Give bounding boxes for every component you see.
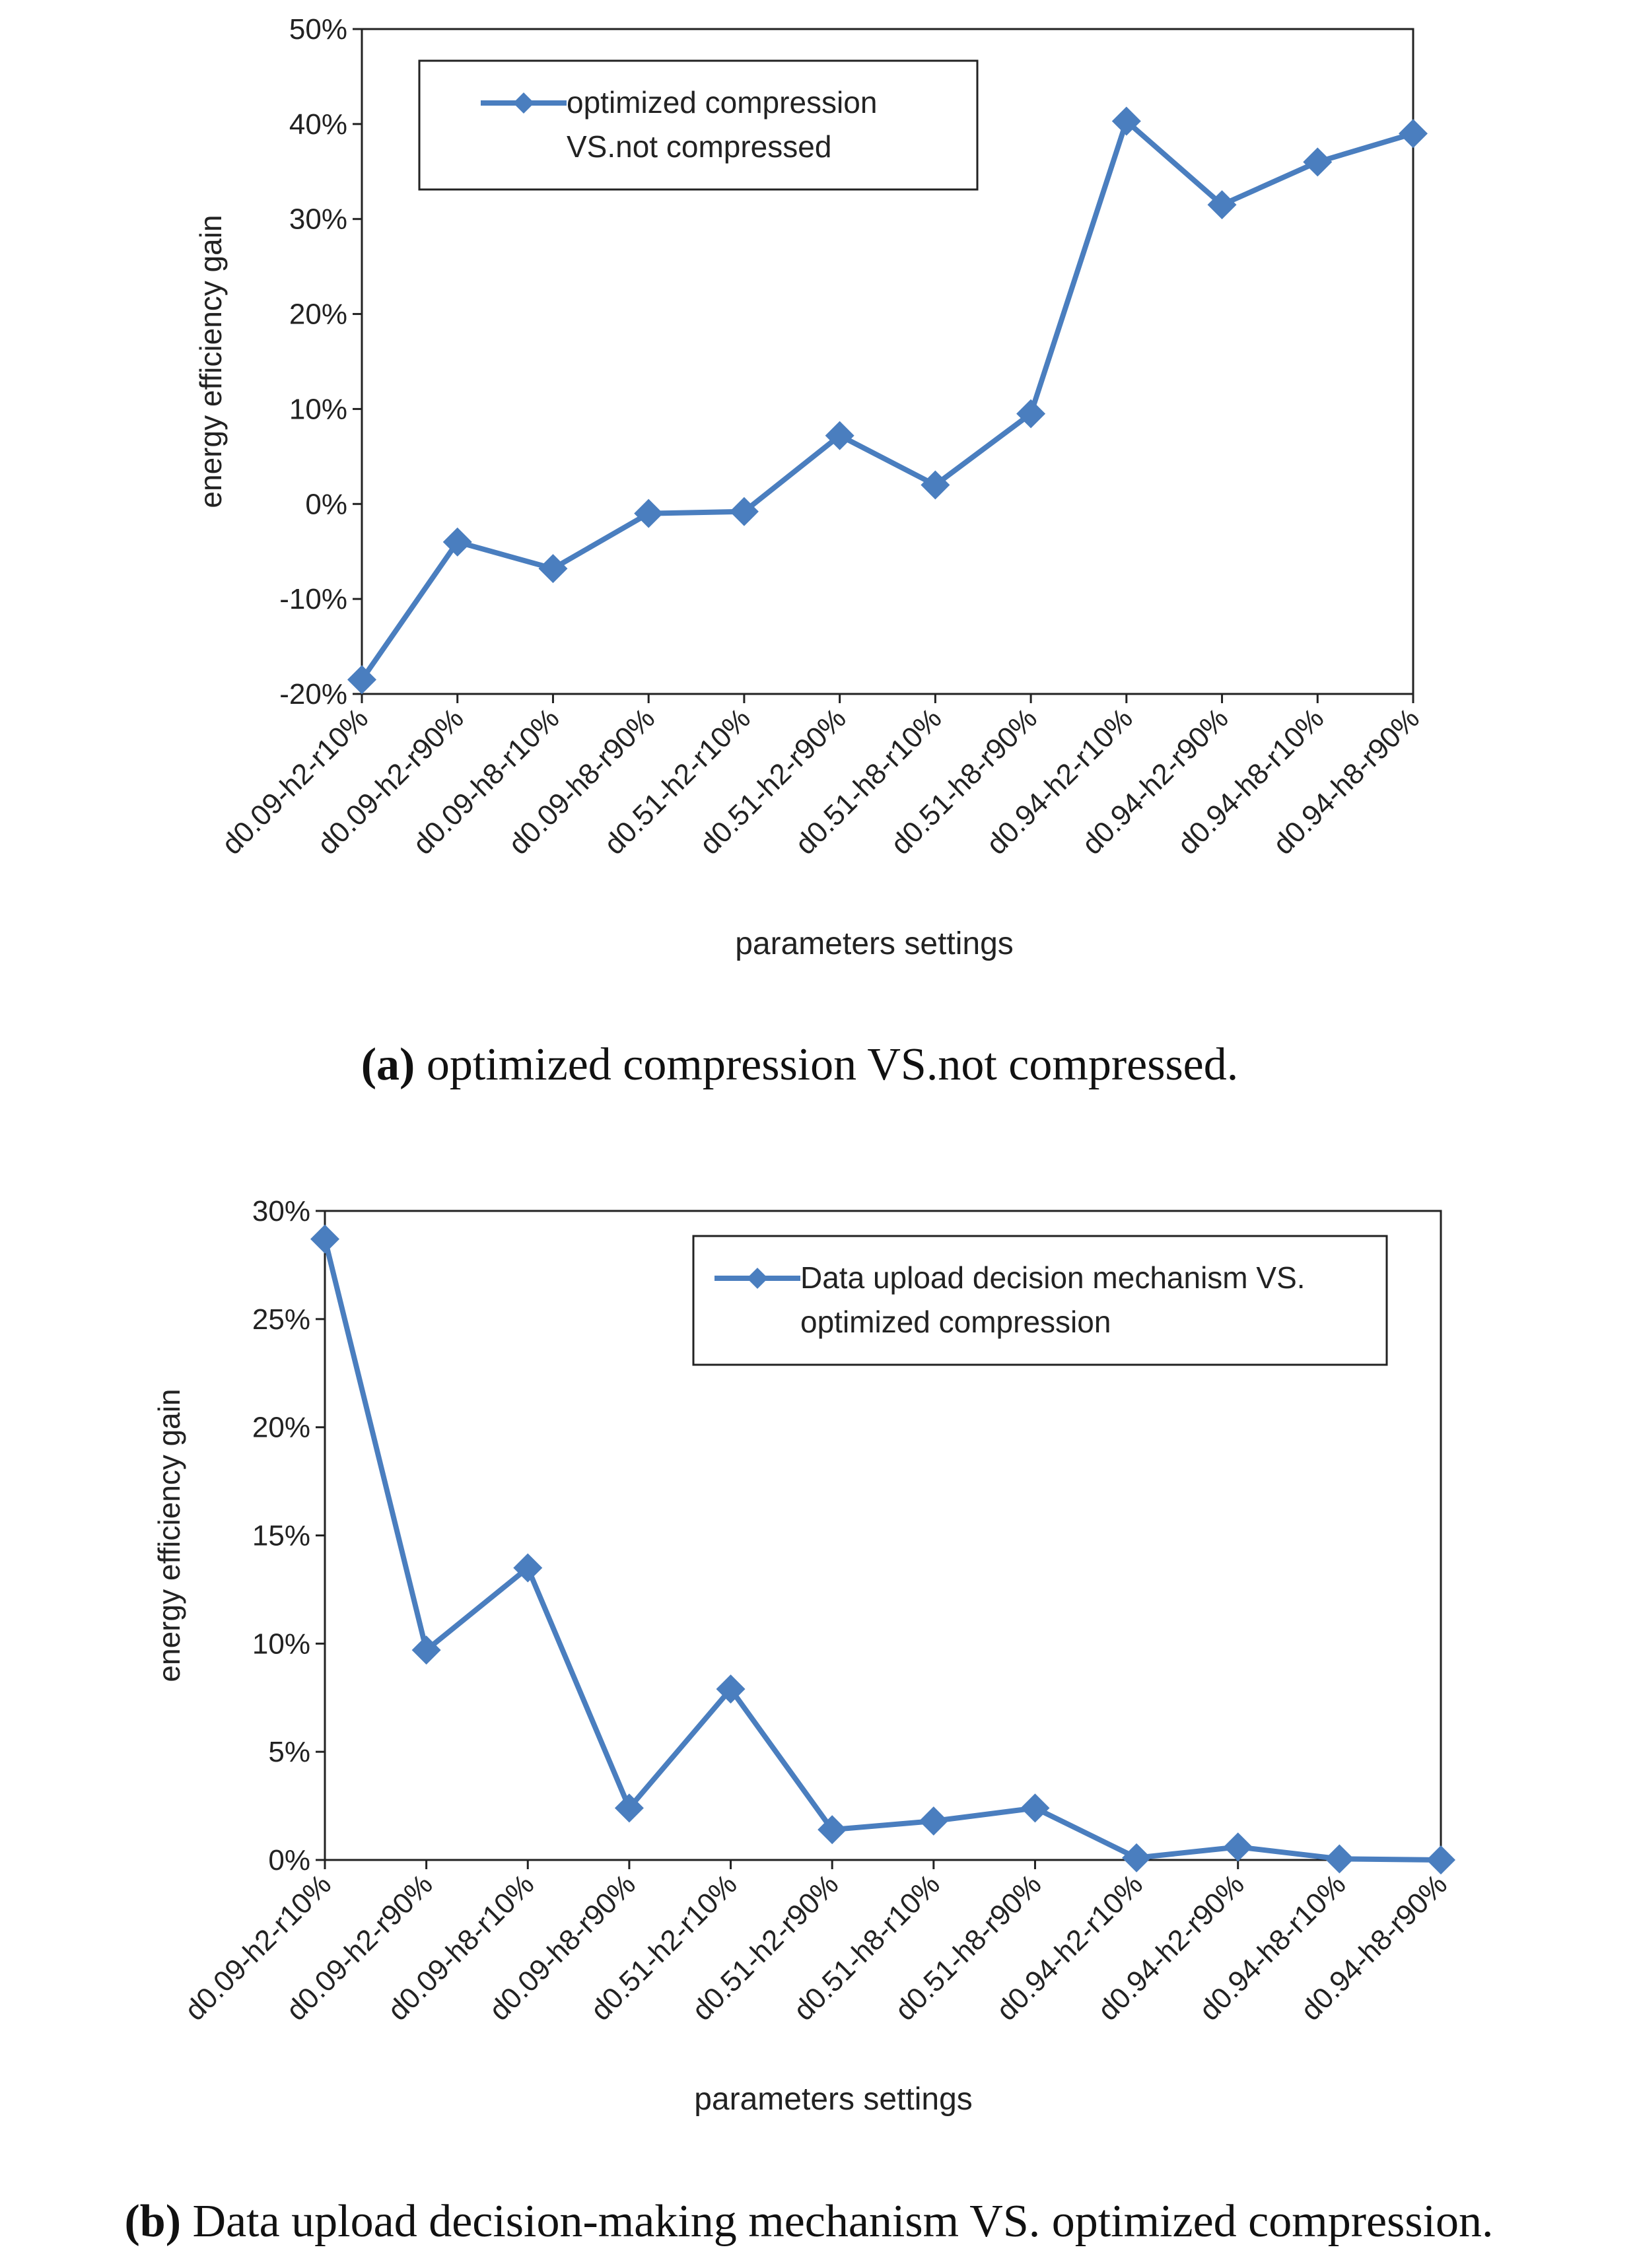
plot-frame xyxy=(361,28,1414,695)
data-point xyxy=(921,470,950,500)
y-tick-label: 30% xyxy=(289,203,347,236)
caption-b: (b) Data upload decision-making mechanis… xyxy=(124,2196,1493,2247)
series-line xyxy=(359,118,1414,681)
caption-text: Data upload decision-making mechanism VS… xyxy=(181,2196,1493,2247)
series xyxy=(310,1224,1455,1874)
legend: Data upload decision mechanism VS. optim… xyxy=(692,1235,1388,1366)
data-point xyxy=(1426,1845,1455,1874)
y-axis-label: energy efficiency gain xyxy=(152,1389,186,1682)
chart-a: -20% -10% 0% 10% 20% 30% 40% 50% d0.09-h2-r10%d… xyxy=(193,13,1428,1090)
data-point xyxy=(1122,1843,1152,1873)
data-point xyxy=(1325,1844,1354,1874)
y-tick-label: 30% xyxy=(252,1195,310,1227)
data-point xyxy=(1111,106,1141,136)
caption-tag: (b) xyxy=(124,2196,181,2247)
y-tick-label: 20% xyxy=(289,298,347,331)
data-point xyxy=(442,527,472,557)
chart-b: 0% 5% 10% 15% 20% 25% 30% d0.09-h2-r10%d0.09-h… xyxy=(124,1195,1493,2247)
data-point xyxy=(614,1793,644,1823)
legend-box xyxy=(418,59,979,191)
y-tick-label: 0% xyxy=(305,488,347,520)
data-point xyxy=(538,554,568,584)
legend-label-line1: Data upload decision mechanism VS. xyxy=(800,1260,1306,1295)
data-point xyxy=(1303,147,1333,177)
x-axis-label: parameters settings xyxy=(735,926,1014,961)
legend-box xyxy=(692,1235,1388,1366)
y-tick-label: 25% xyxy=(252,1303,310,1336)
legend-label-line1: optimized compression xyxy=(567,85,877,120)
data-point xyxy=(1399,119,1428,149)
caption-text: optimized compression VS.not compressed. xyxy=(415,1039,1238,1090)
caption-tag: (a) xyxy=(361,1039,415,1090)
series-line xyxy=(322,1238,1442,1863)
legend-label-line2: optimized compression xyxy=(800,1305,1111,1339)
legend-label-line2: VS.not compressed xyxy=(567,129,831,164)
data-point xyxy=(1207,190,1237,220)
data-point xyxy=(818,1815,847,1845)
series xyxy=(347,106,1428,695)
data-point xyxy=(1016,399,1046,429)
x-axis: d0.09-h2-r10%d0.09-h2-r90%d0.09-h8-r10%d… xyxy=(179,1860,1453,2027)
data-point xyxy=(347,665,376,695)
y-tick-label: -10% xyxy=(279,583,347,615)
y-tick-label: 5% xyxy=(268,1736,310,1768)
data-point xyxy=(716,1674,746,1704)
data-point xyxy=(513,1553,543,1583)
y-tick-label: -20% xyxy=(279,678,347,710)
y-axis-label: energy efficiency gain xyxy=(193,215,228,508)
data-point xyxy=(825,421,854,450)
legend-marker xyxy=(513,92,534,114)
y-tick-label: 10% xyxy=(289,393,347,425)
data-point xyxy=(310,1224,339,1254)
y-tick-label: 15% xyxy=(252,1520,310,1552)
x-axis: d0.09-h2-r10%d0.09-h2-r90%d0.09-h8-r10%d… xyxy=(216,694,1426,861)
legend: optimized compression VS.not compressed xyxy=(418,59,979,191)
data-point xyxy=(411,1635,441,1665)
data-point xyxy=(919,1806,948,1836)
data-point xyxy=(1223,1832,1253,1862)
y-axis: -20% -10% 0% 10% 20% 30% 40% 50% xyxy=(279,13,362,710)
data-point xyxy=(729,497,759,526)
x-axis-label: parameters settings xyxy=(694,2082,973,2117)
y-tick-label: 20% xyxy=(252,1412,310,1444)
data-point xyxy=(1020,1793,1050,1823)
y-axis: 0% 5% 10% 15% 20% 25% 30% xyxy=(252,1195,325,1876)
y-tick-label: 0% xyxy=(268,1844,310,1876)
y-tick-label: 40% xyxy=(289,108,347,141)
caption-a: (a) optimized compression VS.not compres… xyxy=(361,1039,1239,1090)
data-point xyxy=(634,498,664,528)
legend-marker xyxy=(747,1268,768,1289)
y-tick-label: 50% xyxy=(289,13,347,46)
y-tick-label: 10% xyxy=(252,1628,310,1660)
